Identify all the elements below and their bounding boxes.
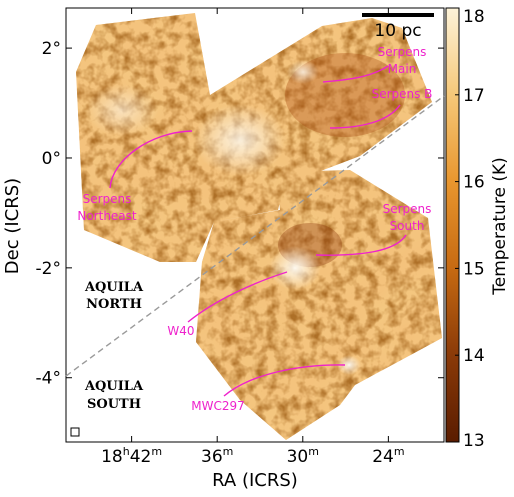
region-label: Serpens xyxy=(383,202,432,216)
colorbar-tick-label: 18 xyxy=(463,7,485,27)
region-label: South xyxy=(390,219,425,233)
x-tick-label: 30m xyxy=(287,445,319,467)
zone-label-south-1: AQUILA xyxy=(84,379,144,394)
y-tick-label: 0° xyxy=(42,149,61,169)
x-tick-label: 36m xyxy=(201,445,233,467)
region-label: Serpens xyxy=(378,45,427,59)
colorbar-tick-label: 17 xyxy=(463,86,485,106)
region-label: Northeast xyxy=(77,209,137,223)
colorbar-tick-label: 13 xyxy=(463,431,485,451)
region-annotations: Serpens Main Serpens B Serpens Northeast Serp… xyxy=(77,45,432,413)
colorbar-bar xyxy=(445,7,460,443)
x-tick-label: 18h42m xyxy=(101,445,162,467)
map-image xyxy=(76,13,442,440)
plot-frame xyxy=(65,7,445,443)
y-tick-label: 2° xyxy=(42,39,61,59)
region-label: W40 xyxy=(167,324,194,338)
zone-label-north-1: AQUILA xyxy=(84,280,144,295)
y-axis-ticks: 2° 0° -2° -4° xyxy=(36,39,444,389)
region-label: Main xyxy=(388,62,417,76)
y-tick-label: -2° xyxy=(36,259,61,279)
region-leader-line xyxy=(109,130,193,189)
colorbar-label: Temperature (K) xyxy=(490,157,510,296)
x-tick-label: 24m xyxy=(372,445,404,467)
y-axis-label: Dec (ICRS) xyxy=(2,178,23,274)
region-leader-line xyxy=(322,65,389,83)
region-leader-line xyxy=(315,234,407,256)
colorbar-tick-label: 15 xyxy=(463,259,485,279)
colorbar: 13 14 15 16 17 18 Temperature (K) xyxy=(445,7,510,451)
y-tick-label: -4° xyxy=(36,369,61,389)
region-label: MWC297 xyxy=(191,399,245,413)
region-leader-line xyxy=(329,104,401,129)
scale-bar: 10 pc xyxy=(362,13,434,41)
zone-label-south-2: SOUTH xyxy=(87,397,141,412)
colorbar-tick-label: 14 xyxy=(463,346,485,366)
region-label: Serpens xyxy=(83,192,132,206)
region-leader-line xyxy=(223,364,346,397)
region-label: Serpens B xyxy=(372,87,433,101)
region-leader-line xyxy=(187,271,288,323)
zone-label-north-2: NORTH xyxy=(86,297,142,312)
scale-bar-label: 10 pc xyxy=(374,21,421,41)
colorbar-ticks: 13 14 15 16 17 18 xyxy=(455,7,485,451)
beam-marker xyxy=(70,427,80,437)
colorbar-tick-label: 16 xyxy=(463,173,485,193)
x-axis-label: RA (ICRS) xyxy=(212,470,298,491)
x-axis-ticks: 18h42m 36m 30m 24m xyxy=(101,8,405,467)
aquila-divider-line xyxy=(65,95,445,377)
